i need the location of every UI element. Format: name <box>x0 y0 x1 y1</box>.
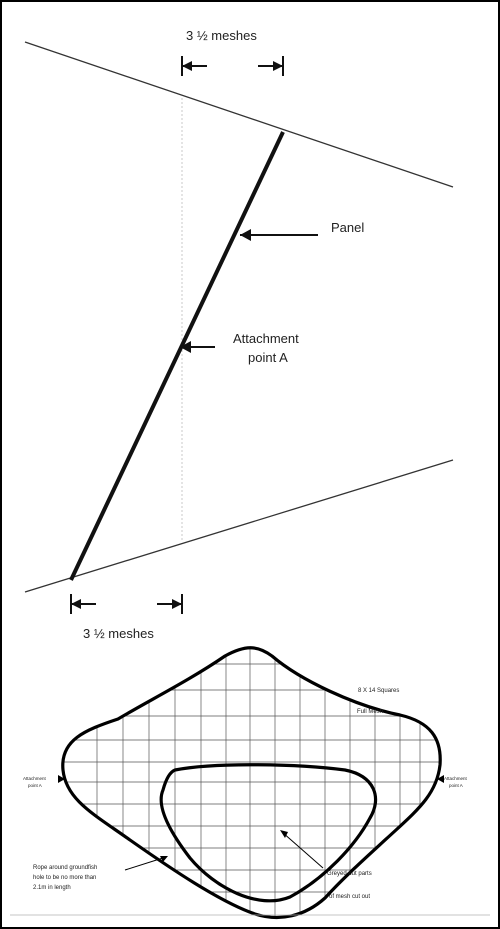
left-attach-line1: Attachment <box>23 776 47 781</box>
bottom-left-arrowhead <box>71 599 81 609</box>
right-attach-line2: point A <box>449 783 463 788</box>
bottom-mesh-measurement: 3 ½ meshes <box>70 594 183 641</box>
attachment-label-line2: point A <box>248 350 288 365</box>
rope-arrow-line <box>124 856 167 871</box>
rope-label-line2: hole to be no more than <box>33 875 96 881</box>
top-diagram: 3 ½ meshes Panel Attachment point A 3 ½ … <box>24 28 454 641</box>
right-attach-arrow <box>437 775 444 783</box>
lower-frame-line <box>24 459 454 593</box>
greyed-label: Greyed out parts <box>327 871 372 877</box>
bottom-diagram: 8 X 14 Squares Full Mesh Attachment poin… <box>10 646 490 920</box>
net-outline <box>61 646 442 920</box>
left-attach-arrow <box>58 775 65 783</box>
attachment-arrowhead <box>180 341 191 353</box>
right-attach-line1: Attachment <box>444 776 468 781</box>
groundfish-hole-rope <box>159 763 378 903</box>
top-right-arrowhead <box>273 61 283 71</box>
top-left-arrowhead <box>182 61 192 71</box>
cutout-label: of mesh cut out <box>329 894 370 900</box>
left-attach-line2: point A <box>28 783 42 788</box>
panel-arrowhead <box>240 229 251 241</box>
mesh-grid <box>62 647 441 918</box>
greyed-arrow-line <box>281 831 324 869</box>
top-mesh-measurement: 3 ½ meshes <box>181 28 284 76</box>
top-mesh-label: 3 ½ meshes <box>186 28 257 43</box>
squares-label: 8 X 14 Squares <box>358 688 399 694</box>
rope-label-line1: Rope around groundfish <box>33 865 97 871</box>
panel-callout: Panel <box>240 220 364 241</box>
attachment-label-line1: Attachment <box>233 331 299 346</box>
rope-label-line3: 2.1m in length <box>33 885 71 891</box>
panel-line <box>69 131 285 581</box>
full-mesh-label: Full Mesh <box>357 709 383 715</box>
panel-label: Panel <box>331 220 364 235</box>
bottom-mesh-label: 3 ½ meshes <box>83 626 154 641</box>
bottom-right-arrowhead <box>172 599 182 609</box>
rope-arrowhead <box>160 856 168 862</box>
attachment-callout: Attachment point A <box>180 331 299 365</box>
greyed-arrowhead <box>280 830 288 838</box>
upper-frame-line <box>24 41 454 188</box>
